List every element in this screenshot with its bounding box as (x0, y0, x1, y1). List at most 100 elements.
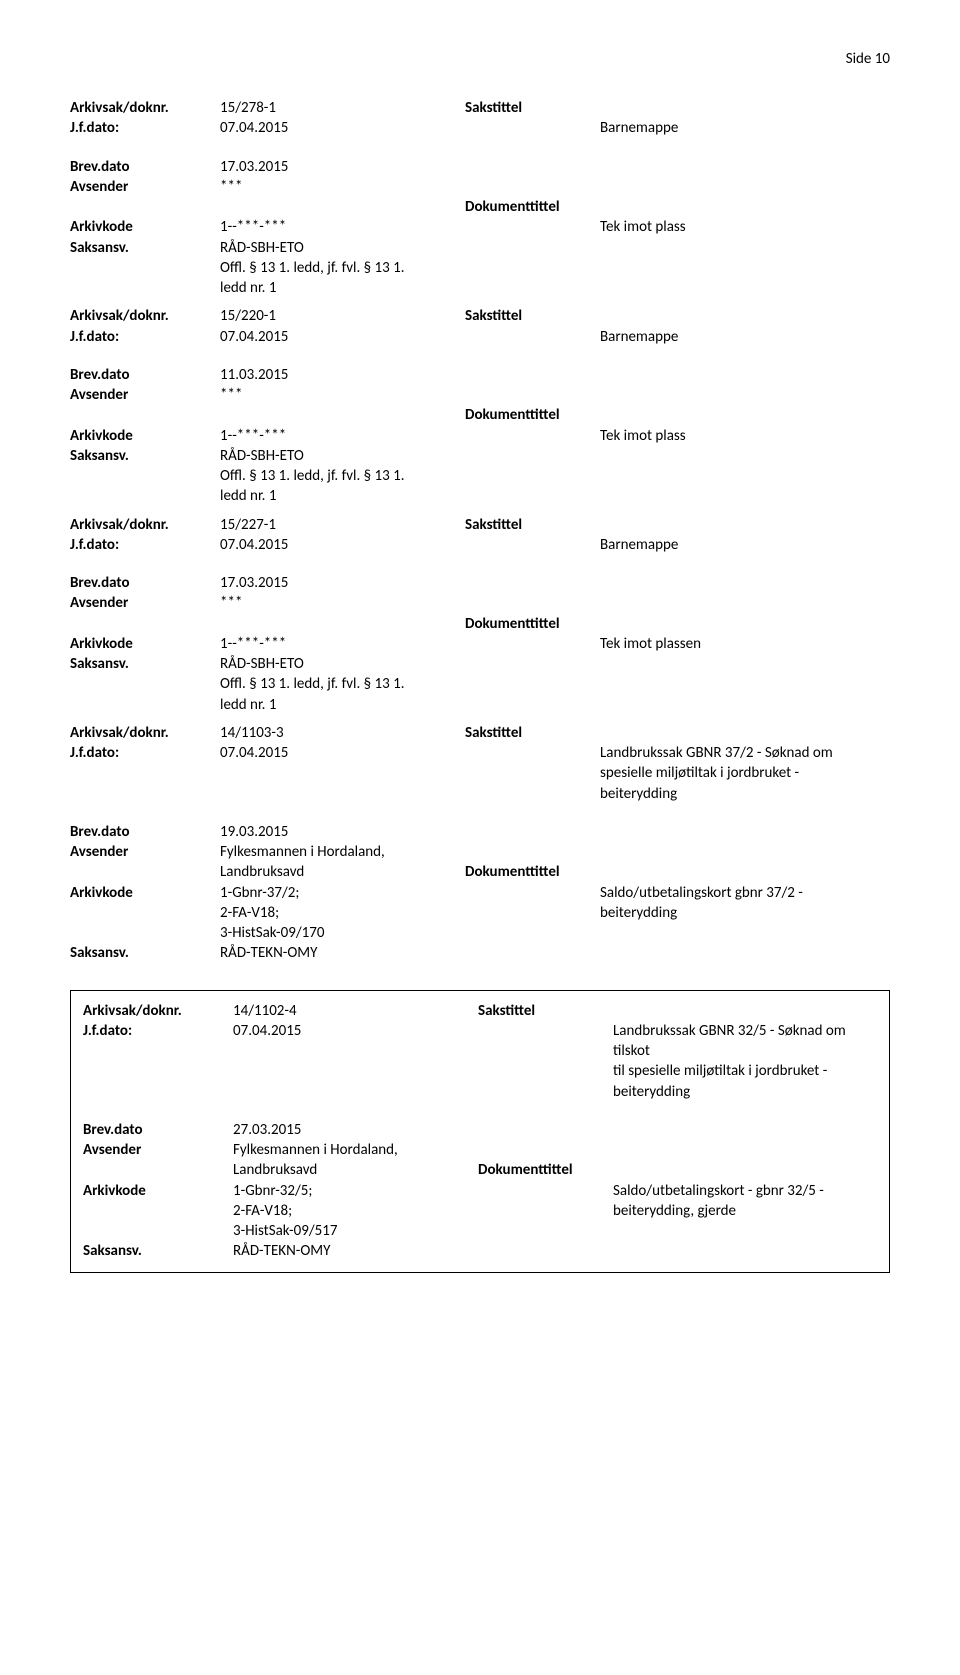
arkivkode-label: Arkivkode (70, 634, 220, 654)
saksansv-row: Offl. § 13 1. ledd, jf. fvl. § 13 1. (70, 674, 890, 694)
avsender-row: Landbruksavd Dokumenttittel (83, 1160, 877, 1180)
saksansv-row: Offl. § 13 1. ledd, jf. fvl. § 13 1. (70, 258, 890, 278)
jf-spacer (465, 763, 600, 783)
sakstittel-value (600, 306, 890, 326)
arkivkode-label (70, 903, 220, 923)
saksansv-value: ledd nr. 1 (220, 695, 465, 715)
avsender-value: *** (220, 593, 465, 613)
jf-spacer (465, 743, 600, 763)
saksansv-label: Saksansv. (70, 654, 220, 674)
jfdato-label: J.f.dato: (70, 535, 220, 555)
arkivkode-row: Arkivkode 1-Gbnr-37/2; Saldo/utbetalings… (70, 883, 890, 903)
avsender-label: Avsender (70, 593, 220, 613)
saksansv-label: Saksansv. (70, 238, 220, 258)
saksansv-value: ledd nr. 1 (220, 486, 465, 506)
avsender-label (70, 862, 220, 882)
brevdato-label: Brev.dato (83, 1120, 233, 1140)
saksansv-value: RÅD-TEKN-OMY (220, 943, 465, 963)
brevdato-label: Brev.dato (70, 365, 220, 385)
saksansv-row: Saksansv. RÅD-SBH-ETO (70, 654, 890, 674)
jfdato-value: 07.04.2015 (220, 118, 465, 138)
arkivkode-row: Arkivkode 1--***-*** Tek imot plass (70, 217, 890, 237)
brevdato-row: Brev.dato 11.03.2015 (70, 365, 890, 385)
arkivkode-label: Arkivkode (83, 1181, 233, 1201)
jftitle-value: beiterydding (600, 784, 890, 804)
saksansv-value: Offl. § 13 1. ledd, jf. fvl. § 13 1. (220, 258, 465, 278)
jfdato-row: J.f.dato: 07.04.2015 Barnemappe (70, 535, 890, 555)
spacer (70, 804, 890, 822)
jf-spacer (478, 1061, 613, 1081)
sakstittel-label: Sakstittel (465, 515, 600, 535)
jfdato-value: 07.04.2015 (220, 327, 465, 347)
jf-spacer (465, 118, 600, 138)
sakstittel-value (600, 515, 890, 535)
arkivkode-value: 1--***-*** (220, 217, 465, 237)
arkivkode-value: 3-HistSak-09/170 (220, 923, 465, 943)
avsender-row: Avsender *** (70, 177, 890, 197)
brevdato-value: 27.03.2015 (233, 1120, 478, 1140)
page-number: Side 10 (70, 50, 890, 68)
arkivsak-row: Arkivsak/doknr. 15/227-1 Sakstittel (70, 515, 890, 535)
sakstittel-value (613, 1001, 877, 1021)
brevdato-row: Brev.dato 17.03.2015 (70, 157, 890, 177)
brevdato-value: 19.03.2015 (220, 822, 465, 842)
jfdato-row: J.f.dato: 07.04.2015 Barnemappe (70, 118, 890, 138)
jfdato-label (83, 1082, 233, 1102)
arkivsak-label: Arkivsak/doknr. (83, 1001, 233, 1021)
spacer (70, 555, 890, 573)
avsender-label: Avsender (70, 177, 220, 197)
avsender-value: *** (220, 385, 465, 405)
arkivkode-rvalue: Saldo/utbetalingskort - gbnr 32/5 - (613, 1181, 877, 1201)
jfdato-label (70, 784, 220, 804)
arkivkode-value: 3-HistSak-09/517 (233, 1221, 478, 1241)
arkivsak-label: Arkivsak/doknr. (70, 723, 220, 743)
saksansv-value: RÅD-SBH-ETO (220, 654, 465, 674)
saksansv-label (70, 466, 220, 486)
arkivkode-rvalue: beiterydding (600, 903, 890, 923)
arkivkode-rvalue: beiterydding, gjerde (613, 1201, 877, 1221)
sakstittel-label: Sakstittel (465, 98, 600, 118)
jftitle-value: beiterydding (613, 1082, 877, 1102)
jf-spacer (465, 784, 600, 804)
jfdato-value (220, 784, 465, 804)
arkivkode-value: 1-Gbnr-37/2; (220, 883, 465, 903)
avsender-label: Avsender (70, 842, 220, 862)
saksansv-value: RÅD-SBH-ETO (220, 238, 465, 258)
spacer (83, 1102, 877, 1120)
jfdato-value (233, 1061, 478, 1081)
dokumenttittel-label (478, 1140, 613, 1160)
spacer (70, 139, 890, 157)
jftitle-value: spesielle miljøtiltak i jordbruket - (600, 763, 890, 783)
arkivkode-rvalue (613, 1221, 877, 1241)
arkivsak-row: Arkivsak/doknr. 14/1102-4 Sakstittel (83, 1001, 877, 1021)
jfdato-row: beiterydding (83, 1082, 877, 1102)
brevdato-row: Brev.dato 17.03.2015 (70, 573, 890, 593)
brevdato-row: Brev.dato 19.03.2015 (70, 822, 890, 842)
arkivkode-row: Arkivkode 1--***-*** Tek imot plass (70, 426, 890, 446)
arkivkode-value: 1--***-*** (220, 426, 465, 446)
dokumenttittel-label: Dokumenttittel (465, 862, 600, 882)
brevdato-label: Brev.dato (70, 573, 220, 593)
avsender-row: Avsender Fylkesmannen i Hordaland, (83, 1140, 877, 1160)
jfdato-label: J.f.dato: (70, 118, 220, 138)
avsender-value: Landbruksavd (233, 1160, 478, 1180)
arkivsak-row: Arkivsak/doknr. 15/278-1 Sakstittel (70, 98, 890, 118)
brevdato-value: 11.03.2015 (220, 365, 465, 385)
arkivkode-label: Arkivkode (70, 217, 220, 237)
jfdato-label (70, 763, 220, 783)
sakstittel-value (600, 723, 890, 743)
brevdato-row: Brev.dato 27.03.2015 (83, 1120, 877, 1140)
dokumenttittel-label: Dokumenttittel (478, 1160, 613, 1180)
arkivkode-value: 1--***-*** (220, 634, 465, 654)
jfdato-row: spesielle miljøtiltak i jordbruket - (70, 763, 890, 783)
jftitle-value: Landbrukssak GBNR 37/2 - Søknad om (600, 743, 890, 763)
brevdato-label: Brev.dato (70, 822, 220, 842)
avsender-label (83, 1160, 233, 1180)
avsender-value: Fylkesmannen i Hordaland, (233, 1140, 478, 1160)
jfdato-value: 07.04.2015 (233, 1021, 478, 1062)
saksansv-row: Offl. § 13 1. ledd, jf. fvl. § 13 1. (70, 466, 890, 486)
arkivsak-value: 15/278-1 (220, 98, 465, 118)
jftitle-value: til spesielle miljøtiltak i jordbruket - (613, 1061, 877, 1081)
arkivkode-value: 2-FA-V18; (233, 1201, 478, 1221)
jfdato-row: J.f.dato: 07.04.2015 Landbrukssak GBNR 3… (70, 743, 890, 763)
